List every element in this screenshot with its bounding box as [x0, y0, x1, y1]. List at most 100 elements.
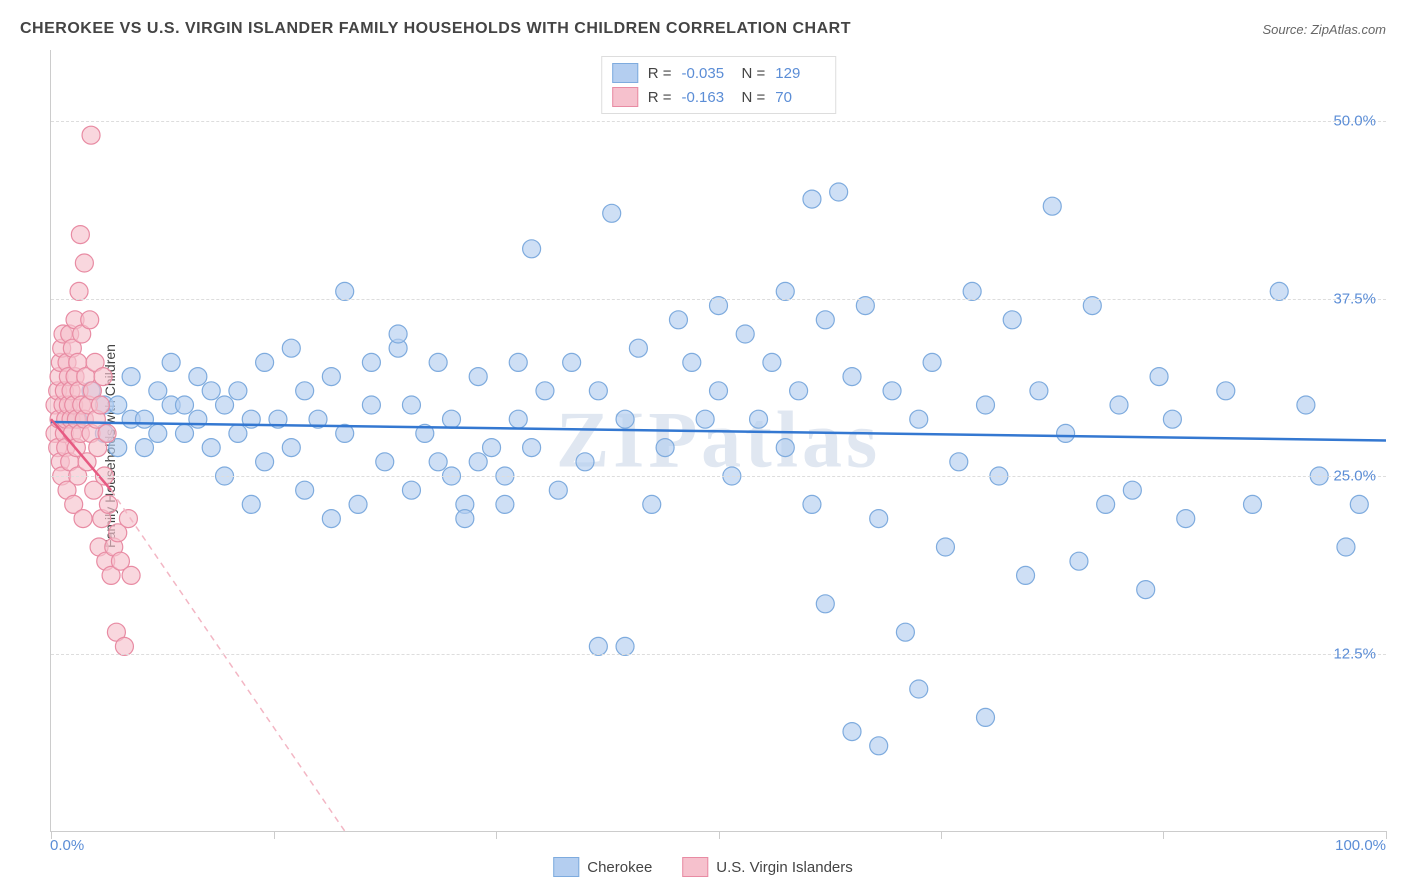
gridline	[51, 654, 1386, 655]
stat-r-value: -0.163	[682, 89, 732, 106]
data-point	[589, 382, 607, 400]
data-point	[1030, 382, 1048, 400]
trend-line	[51, 422, 1386, 440]
data-point	[402, 396, 420, 414]
data-point	[1003, 311, 1021, 329]
data-point	[1070, 552, 1088, 570]
legend-label: U.S. Virgin Islanders	[716, 859, 852, 876]
data-point	[362, 396, 380, 414]
data-point	[122, 566, 140, 584]
legend-swatch	[553, 857, 579, 877]
stats-legend: R = -0.035 N = 129R = -0.163 N = 70	[601, 56, 837, 114]
x-tick	[719, 831, 720, 839]
scatter-plot	[51, 50, 1386, 831]
data-point	[1337, 538, 1355, 556]
data-point	[149, 382, 167, 400]
data-point	[122, 368, 140, 386]
data-point	[509, 410, 527, 428]
data-point	[119, 510, 137, 528]
data-point	[816, 595, 834, 613]
data-point	[523, 439, 541, 457]
data-point	[469, 368, 487, 386]
data-point	[456, 510, 474, 528]
data-point	[509, 353, 527, 371]
data-point	[549, 481, 567, 499]
data-point	[109, 396, 127, 414]
data-point	[523, 240, 541, 258]
data-point	[603, 204, 621, 222]
data-point	[176, 424, 194, 442]
data-point	[790, 382, 808, 400]
data-point	[242, 495, 260, 513]
y-tick-label: 25.0%	[1333, 468, 1376, 485]
data-point	[376, 453, 394, 471]
data-point	[776, 439, 794, 457]
data-point	[362, 353, 380, 371]
data-point	[389, 325, 407, 343]
data-point	[830, 183, 848, 201]
data-point	[1244, 495, 1262, 513]
data-point	[402, 481, 420, 499]
stat-r-label: R =	[648, 65, 672, 82]
trend-line-dashed	[111, 490, 345, 831]
stat-r-value: -0.035	[682, 65, 732, 82]
data-point	[736, 325, 754, 343]
data-point	[282, 439, 300, 457]
x-axis-right-label: 100.0%	[1335, 837, 1386, 854]
data-point	[910, 410, 928, 428]
data-point	[229, 424, 247, 442]
y-tick-label: 37.5%	[1333, 290, 1376, 307]
data-point	[1150, 368, 1168, 386]
stat-n-label: N =	[742, 89, 766, 106]
data-point	[683, 353, 701, 371]
stat-n-value: 70	[775, 89, 825, 106]
data-point	[469, 453, 487, 471]
data-point	[256, 353, 274, 371]
series-legend: Cherokee U.S. Virgin Islanders	[553, 857, 853, 877]
stats-legend-row: R = -0.035 N = 129	[612, 61, 826, 85]
data-point	[1350, 495, 1368, 513]
data-point	[1297, 396, 1315, 414]
chart-source: Source: ZipAtlas.com	[1262, 22, 1386, 37]
data-point	[296, 382, 314, 400]
stat-n-value: 129	[775, 65, 825, 82]
y-tick-label: 50.0%	[1333, 113, 1376, 130]
legend-swatch	[612, 63, 638, 83]
data-point	[763, 353, 781, 371]
data-point	[843, 368, 861, 386]
data-point	[202, 382, 220, 400]
data-point	[282, 339, 300, 357]
legend-item: Cherokee	[553, 857, 652, 877]
data-point	[696, 410, 714, 428]
data-point	[656, 439, 674, 457]
data-point	[1217, 382, 1235, 400]
chart-title: CHEROKEE VS U.S. VIRGIN ISLANDER FAMILY …	[20, 20, 851, 38]
data-point	[296, 481, 314, 499]
x-tick	[941, 831, 942, 839]
data-point	[870, 737, 888, 755]
data-point	[74, 510, 92, 528]
chart-header: CHEROKEE VS U.S. VIRGIN ISLANDER FAMILY …	[20, 20, 1386, 38]
data-point	[576, 453, 594, 471]
data-point	[1177, 510, 1195, 528]
legend-item: U.S. Virgin Islanders	[682, 857, 852, 877]
x-tick	[274, 831, 275, 839]
data-point	[936, 538, 954, 556]
data-point	[176, 396, 194, 414]
data-point	[910, 680, 928, 698]
stat-n-label: N =	[742, 65, 766, 82]
data-point	[99, 495, 117, 513]
data-point	[429, 453, 447, 471]
data-point	[98, 424, 116, 442]
data-point	[710, 382, 728, 400]
data-point	[883, 382, 901, 400]
data-point	[322, 510, 340, 528]
legend-swatch	[682, 857, 708, 877]
data-point	[750, 410, 768, 428]
data-point	[1163, 410, 1181, 428]
gridline	[51, 121, 1386, 122]
gridline	[51, 299, 1386, 300]
data-point	[443, 410, 461, 428]
data-point	[870, 510, 888, 528]
x-tick	[1163, 831, 1164, 839]
